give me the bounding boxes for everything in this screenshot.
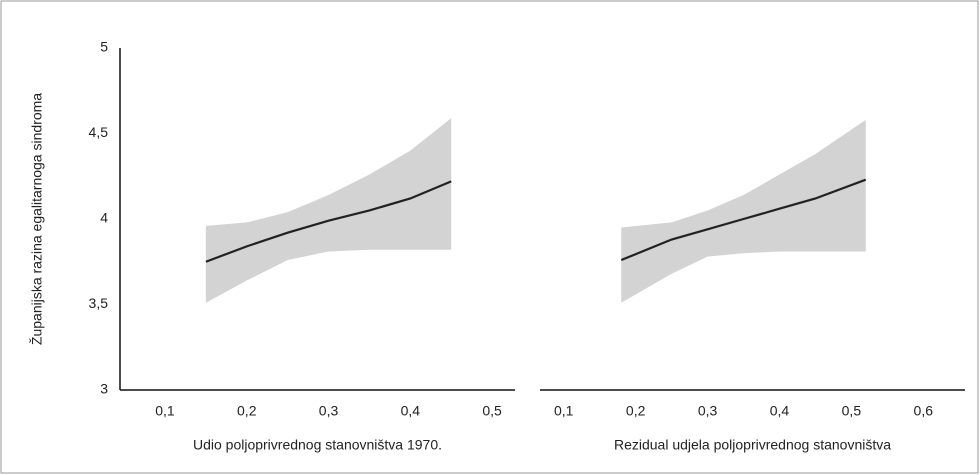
x-tick-label: 0,5 — [482, 403, 502, 419]
x-axis-label: Udio poljoprivrednog stanovništva 1970. — [193, 437, 442, 453]
confidence-band — [621, 119, 866, 303]
x-tick-label: 0,1 — [155, 403, 175, 419]
x-tick-label: 0,6 — [914, 403, 934, 419]
x-tick-label: 0,4 — [770, 403, 790, 419]
x-tick-label: 0,1 — [554, 403, 574, 419]
y-tick-label: 5 — [100, 39, 108, 55]
x-tick-label: 0,3 — [319, 403, 339, 419]
x-tick-label: 0,4 — [401, 403, 421, 419]
y-tick-label: 3 — [100, 381, 108, 397]
x-axis-label: Rezidual udjela poljoprivrednog stanovni… — [614, 437, 891, 453]
x-tick-label: 0,5 — [842, 403, 862, 419]
x-tick-label: 0,3 — [698, 403, 718, 419]
x-tick-label: 0,2 — [237, 403, 257, 419]
y-axis-label: Županijska razina egalitarnoga sindroma — [29, 93, 45, 345]
x-tick-label: 0,2 — [626, 403, 646, 419]
line — [620, 178, 867, 262]
y-tick-label: 3,5 — [89, 295, 109, 311]
line — [205, 180, 452, 263]
confidence-band — [205, 118, 452, 303]
y-tick-label: 4 — [100, 210, 108, 226]
y-tick-label: 4,5 — [89, 124, 109, 140]
